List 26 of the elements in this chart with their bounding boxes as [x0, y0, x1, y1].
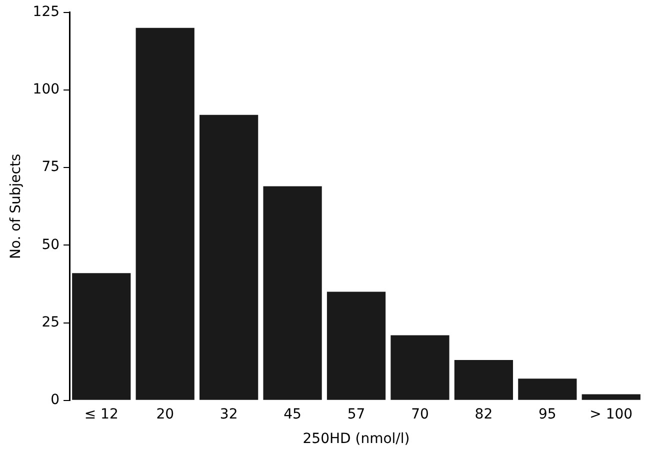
y-tick-label: 75: [42, 159, 60, 176]
bar: [263, 186, 322, 400]
x-tick-label: 82: [474, 406, 493, 422]
bar: [72, 273, 131, 400]
y-tick-label: 0: [50, 392, 60, 408]
bar: [326, 292, 386, 400]
bar: [136, 28, 194, 400]
y-axis-title: No. of Subjects: [8, 154, 24, 260]
x-tick-label: 45: [284, 406, 302, 422]
bar: [454, 360, 514, 400]
x-axis-title: 250HD (nmol/l): [302, 431, 410, 448]
y-tick-label: 50: [42, 236, 60, 253]
bar: [200, 114, 258, 400]
y-tick-label: 125: [32, 4, 60, 20]
bar: [518, 378, 577, 400]
x-tick-label: 70: [411, 406, 429, 422]
x-tick-label: 32: [220, 406, 238, 422]
bar: [390, 335, 450, 400]
bar: [582, 394, 640, 400]
x-tick-label: 20: [156, 406, 174, 422]
x-tick-label: > 100: [590, 406, 633, 422]
x-tick-label: 95: [538, 406, 556, 422]
y-tick-label: 25: [42, 314, 60, 330]
x-tick-label: ≤ 12: [84, 406, 118, 422]
x-tick-label: 57: [347, 406, 366, 422]
y-tick-label: 100: [32, 82, 60, 98]
